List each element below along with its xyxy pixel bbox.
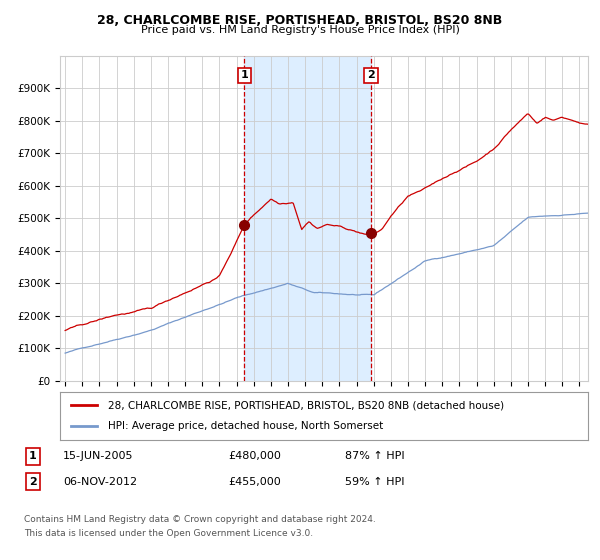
Text: HPI: Average price, detached house, North Somerset: HPI: Average price, detached house, Nort… xyxy=(107,421,383,431)
Text: This data is licensed under the Open Government Licence v3.0.: This data is licensed under the Open Gov… xyxy=(24,529,313,538)
Text: 59% ↑ HPI: 59% ↑ HPI xyxy=(345,477,404,487)
Text: 1: 1 xyxy=(241,71,248,81)
Text: £455,000: £455,000 xyxy=(228,477,281,487)
Text: 1: 1 xyxy=(29,451,37,461)
Text: 2: 2 xyxy=(29,477,37,487)
Text: 2: 2 xyxy=(367,71,375,81)
Text: 06-NOV-2012: 06-NOV-2012 xyxy=(63,477,137,487)
Text: 15-JUN-2005: 15-JUN-2005 xyxy=(63,451,133,461)
Text: Contains HM Land Registry data © Crown copyright and database right 2024.: Contains HM Land Registry data © Crown c… xyxy=(24,515,376,524)
Text: 28, CHARLCOMBE RISE, PORTISHEAD, BRISTOL, BS20 8NB: 28, CHARLCOMBE RISE, PORTISHEAD, BRISTOL… xyxy=(97,14,503,27)
Text: 87% ↑ HPI: 87% ↑ HPI xyxy=(345,451,404,461)
Text: 28, CHARLCOMBE RISE, PORTISHEAD, BRISTOL, BS20 8NB (detached house): 28, CHARLCOMBE RISE, PORTISHEAD, BRISTOL… xyxy=(107,400,503,410)
Bar xyxy=(244,56,371,381)
Text: £480,000: £480,000 xyxy=(228,451,281,461)
Text: Price paid vs. HM Land Registry's House Price Index (HPI): Price paid vs. HM Land Registry's House … xyxy=(140,25,460,35)
